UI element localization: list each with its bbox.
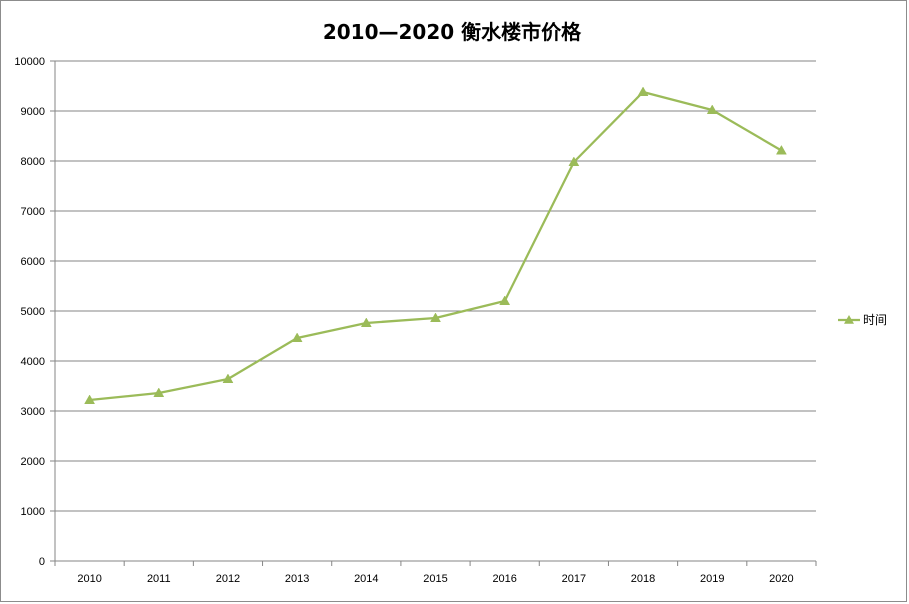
- x-tick-label: 2012: [216, 573, 240, 585]
- x-tick-label: 2017: [562, 573, 586, 585]
- y-tick-label: 1000: [21, 506, 45, 518]
- x-tick-label: 2016: [492, 573, 516, 585]
- legend-label: 时间: [863, 313, 887, 327]
- y-tick-label: 0: [39, 556, 45, 568]
- x-tick-label: 2020: [769, 573, 793, 585]
- data-point-triangle: [775, 144, 787, 155]
- y-tick-label: 3000: [21, 406, 45, 418]
- data-point-triangle: [291, 332, 303, 342]
- y-tick-label: 5000: [21, 306, 45, 318]
- x-tick-label: 2014: [354, 573, 378, 585]
- data-point-triangle: [153, 387, 165, 397]
- y-tick-label: 9000: [21, 106, 45, 118]
- x-axis-tick-labels: 2010 2011 2012 2013 2014 2015 2016 2017 2018 2019…: [77, 573, 793, 585]
- x-tick-label: 2015: [423, 573, 447, 585]
- series-line: [89, 90, 782, 402]
- y-tick-label: 2000: [21, 456, 45, 468]
- x-tick-label: 2011: [147, 573, 171, 585]
- data-point-triangle: [222, 373, 234, 383]
- data-point-triangle: [360, 317, 372, 327]
- x-tick-label: 2010: [77, 573, 101, 585]
- data-point-triangle: [568, 156, 580, 166]
- data-point-triangle: [706, 104, 718, 114]
- data-point-triangle: [637, 86, 649, 96]
- y-tick-label: 10000: [14, 56, 45, 68]
- data-point-triangle: [430, 312, 441, 322]
- y-tick-label: 8000: [21, 156, 45, 168]
- gridlines: [55, 60, 816, 512]
- x-tick-label: 2013: [285, 573, 309, 585]
- y-axis-tick-labels: 0 1000 2000 3000 4000 5000 6000 7000 8000 9000 100…: [14, 56, 45, 568]
- x-tick-label: 2018: [631, 573, 655, 585]
- x-tick-label: 2019: [700, 573, 724, 585]
- data-point-triangle: [499, 295, 511, 305]
- series-layer: [84, 86, 787, 404]
- axes: [50, 60, 817, 566]
- y-tick-label: 4000: [21, 356, 45, 368]
- legend-triangle-marker: [844, 315, 854, 324]
- y-tick-label: 7000: [21, 206, 45, 218]
- data-point-triangle: [84, 394, 96, 404]
- legend: 时间: [838, 313, 887, 327]
- y-tick-label: 6000: [21, 256, 45, 268]
- chart-title: 2010—2020 衡水楼市价格: [323, 20, 582, 44]
